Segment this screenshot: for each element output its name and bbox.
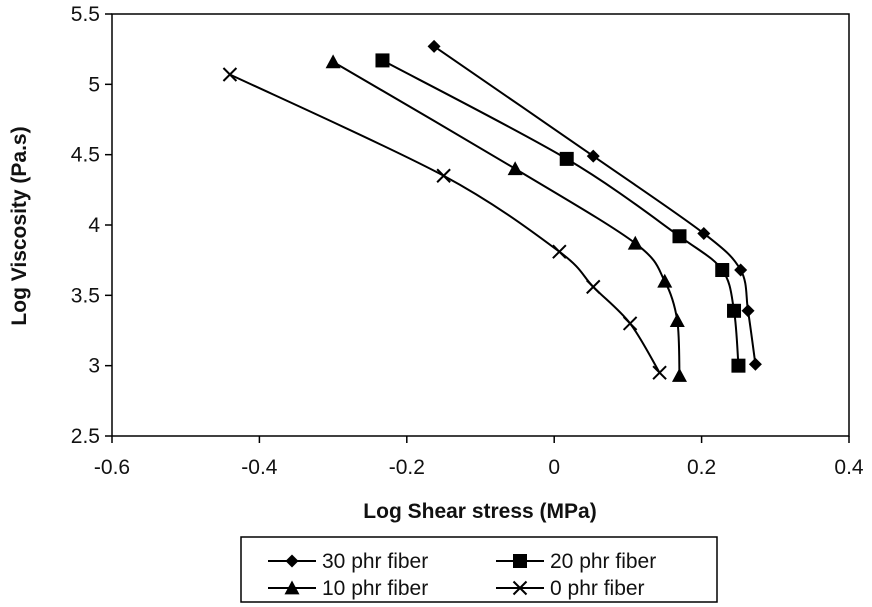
y-tick-label: 3 bbox=[88, 355, 100, 378]
data-point bbox=[652, 365, 667, 380]
legend-marker bbox=[285, 554, 299, 568]
data-point bbox=[657, 273, 673, 288]
data-point bbox=[586, 149, 600, 163]
data-point bbox=[734, 263, 748, 277]
y-tick-label: 4.5 bbox=[71, 144, 100, 167]
x-axis-title: Log Shear stress (MPa) bbox=[363, 500, 596, 523]
y-axis-title: Log Viscosity (Pa.s) bbox=[8, 126, 31, 325]
series-line bbox=[332, 60, 681, 376]
data-point bbox=[671, 368, 687, 382]
series-layer bbox=[222, 39, 762, 382]
legend-item: 30 phr fiber bbox=[268, 550, 428, 573]
x-tick-label: 0.4 bbox=[834, 456, 864, 479]
series-line bbox=[433, 45, 757, 365]
data-point bbox=[697, 226, 711, 240]
x-tick-label: 0 bbox=[548, 456, 560, 479]
legend: 30 phr fiber 20 phr fiber 10 phr fiber 0 ph… bbox=[240, 536, 718, 603]
data-point bbox=[552, 244, 567, 259]
legend-marker bbox=[284, 580, 300, 595]
data-point bbox=[586, 279, 601, 295]
series-diamond bbox=[427, 39, 762, 371]
y-tick-label: 2.5 bbox=[71, 425, 100, 448]
data-point bbox=[715, 263, 730, 278]
legend-marker bbox=[513, 554, 527, 568]
series-triangle bbox=[325, 54, 687, 382]
data-point bbox=[559, 151, 574, 166]
data-point bbox=[375, 53, 390, 68]
legend-label: 30 phr fiber bbox=[322, 550, 428, 573]
x-tick-label: -0.6 bbox=[94, 456, 130, 479]
data-point bbox=[222, 67, 238, 82]
legend-label: 10 phr fiber bbox=[322, 577, 428, 600]
y-tick-label: 3.5 bbox=[71, 284, 100, 307]
data-point bbox=[627, 235, 643, 250]
x-tick-label: -0.2 bbox=[389, 456, 425, 479]
series-line bbox=[229, 73, 661, 374]
x-tick-label: 0.2 bbox=[687, 456, 716, 479]
series-x bbox=[222, 67, 667, 380]
data-point bbox=[672, 229, 687, 244]
x-tick-label: -0.4 bbox=[241, 456, 278, 479]
legend-item: 10 phr fiber bbox=[268, 577, 428, 600]
legend-box bbox=[240, 536, 718, 603]
legend-item: 20 phr fiber bbox=[496, 550, 656, 573]
legend-label: 0 phr fiber bbox=[550, 577, 645, 600]
data-point bbox=[325, 54, 341, 69]
data-point bbox=[622, 316, 638, 331]
data-point bbox=[741, 304, 755, 318]
y-tick-label: 5 bbox=[88, 73, 100, 96]
legend-marker bbox=[512, 580, 528, 596]
data-point bbox=[727, 303, 742, 318]
legend-item: 0 phr fiber bbox=[496, 577, 645, 600]
data-point bbox=[731, 358, 746, 373]
data-point bbox=[748, 357, 762, 371]
data-point bbox=[427, 39, 441, 53]
axes: -0.6 -0.4 -0.2 0 0.2 0.4 2.5 3 3.5 4 4.5 5 5.5 bbox=[71, 3, 864, 479]
data-point bbox=[669, 313, 685, 328]
y-tick-label: 4 bbox=[88, 214, 100, 237]
legend-label: 20 phr fiber bbox=[550, 550, 656, 573]
data-point bbox=[507, 161, 523, 176]
y-tick-label: 5.5 bbox=[71, 3, 100, 26]
data-point bbox=[436, 168, 451, 183]
series-square bbox=[375, 53, 746, 373]
series-line bbox=[382, 59, 740, 366]
